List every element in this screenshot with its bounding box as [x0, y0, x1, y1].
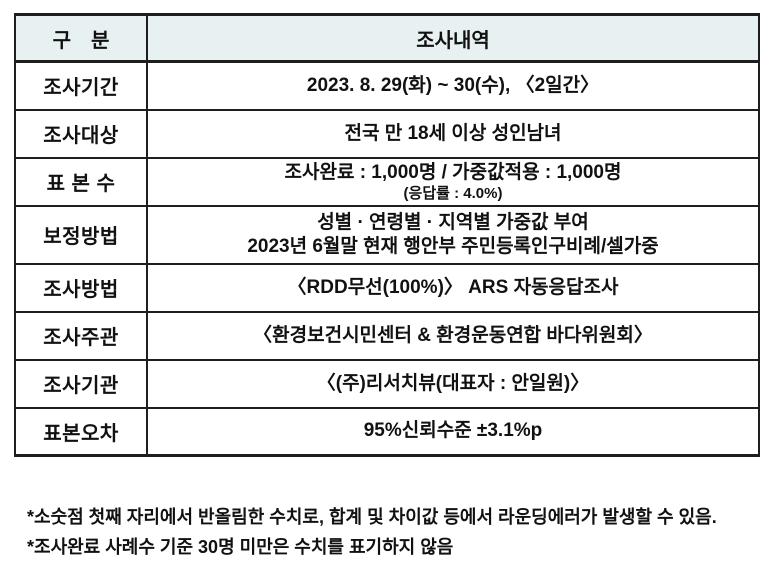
row-content: 〈RDD무선(100%)〉 ARS 자동응답조사	[146, 262, 760, 313]
content-line: 〈환경보건시민센터 & 환경운동연합 바다위원회〉	[253, 324, 653, 346]
table-row-weighting-method: 보정방법 성별 · 연령별 · 지역별 가중값 부여 2023년 6월말 현재 …	[14, 204, 760, 265]
table-row-survey-method: 조사방법 〈RDD무선(100%)〉 ARS 자동응답조사	[14, 262, 760, 313]
row-label: 조사방법	[14, 262, 148, 313]
header-cell-category: 구 분	[14, 13, 148, 63]
row-content: 95%신뢰수준 ±3.1%p	[146, 406, 760, 457]
table-row-sampling-error: 표본오차 95%신뢰수준 ±3.1%p	[14, 406, 760, 457]
table-row-sample-size: 표 본 수 조사완료 : 1,000명 / 가중값적용 : 1,000명 (응답…	[14, 156, 760, 207]
content-line: 95%신뢰수준 ±3.1%p	[363, 420, 543, 442]
row-label: 표본오차	[14, 406, 148, 457]
row-content: 조사완료 : 1,000명 / 가중값적용 : 1,000명 (응답률 : 4.…	[146, 156, 760, 207]
content-line: 조사완료 : 1,000명 / 가중값적용 : 1,000명	[284, 161, 622, 183]
row-label: 조사주관	[14, 310, 148, 361]
row-content: 성별 · 연령별 · 지역별 가중값 부여 2023년 6월말 현재 행안부 주…	[146, 204, 760, 265]
survey-methodology-table: 구 분 조사내역 조사기간 2023. 8. 29(화) ~ 30(수), 〈2…	[14, 13, 760, 457]
row-content: 전국 만 18세 이상 성인남녀	[146, 108, 760, 159]
row-content: 〈(주)리서치뷰(대표자 : 안일원)〉	[146, 358, 760, 409]
row-label: 보정방법	[14, 204, 148, 265]
table-row-survey-organizer: 조사주관 〈환경보건시민센터 & 환경운동연합 바다위원회〉	[14, 310, 760, 361]
content-line: 〈(주)리서치뷰(대표자 : 안일원)〉	[316, 372, 590, 394]
footnote-rounding: *소숫점 첫째 자리에서 반올림한 수치로, 합계 및 차이값 등에서 라운딩에…	[27, 507, 717, 527]
row-label: 표 본 수	[14, 156, 148, 207]
table-row-survey-period: 조사기간 2023. 8. 29(화) ~ 30(수), 〈2일간〉	[14, 60, 760, 111]
footnotes: *소숫점 첫째 자리에서 반올림한 수치로, 합계 및 차이값 등에서 라운딩에…	[27, 502, 717, 562]
content-line: 2023년 6월말 현재 행안부 주민등록인구비례/셀가중	[247, 235, 659, 257]
table-header-row: 구 분 조사내역	[14, 13, 760, 63]
row-content: 〈환경보건시민센터 & 환경운동연합 바다위원회〉	[146, 310, 760, 361]
content-line: 전국 만 18세 이상 성인남녀	[344, 122, 562, 144]
content-line: 〈RDD무선(100%)〉 ARS 자동응답조사	[287, 276, 619, 298]
table-row-survey-agency: 조사기관 〈(주)리서치뷰(대표자 : 안일원)〉	[14, 358, 760, 409]
table-row-survey-target: 조사대상 전국 만 18세 이상 성인남녀	[14, 108, 760, 159]
content-subline: (응답률 : 4.0%)	[403, 184, 503, 202]
row-label: 조사기관	[14, 358, 148, 409]
header-cell-details: 조사내역	[146, 13, 760, 63]
footnote-minimum-cases: *조사완료 사례수 기준 30명 미만은 수치를 표기하지 않음	[27, 537, 454, 557]
content-line: 성별 · 연령별 · 지역별 가중값 부여	[317, 211, 589, 233]
content-line: 2023. 8. 29(화) ~ 30(수), 〈2일간〉	[306, 74, 600, 96]
row-content: 2023. 8. 29(화) ~ 30(수), 〈2일간〉	[146, 60, 760, 111]
row-label: 조사대상	[14, 108, 148, 159]
row-label: 조사기간	[14, 60, 148, 111]
